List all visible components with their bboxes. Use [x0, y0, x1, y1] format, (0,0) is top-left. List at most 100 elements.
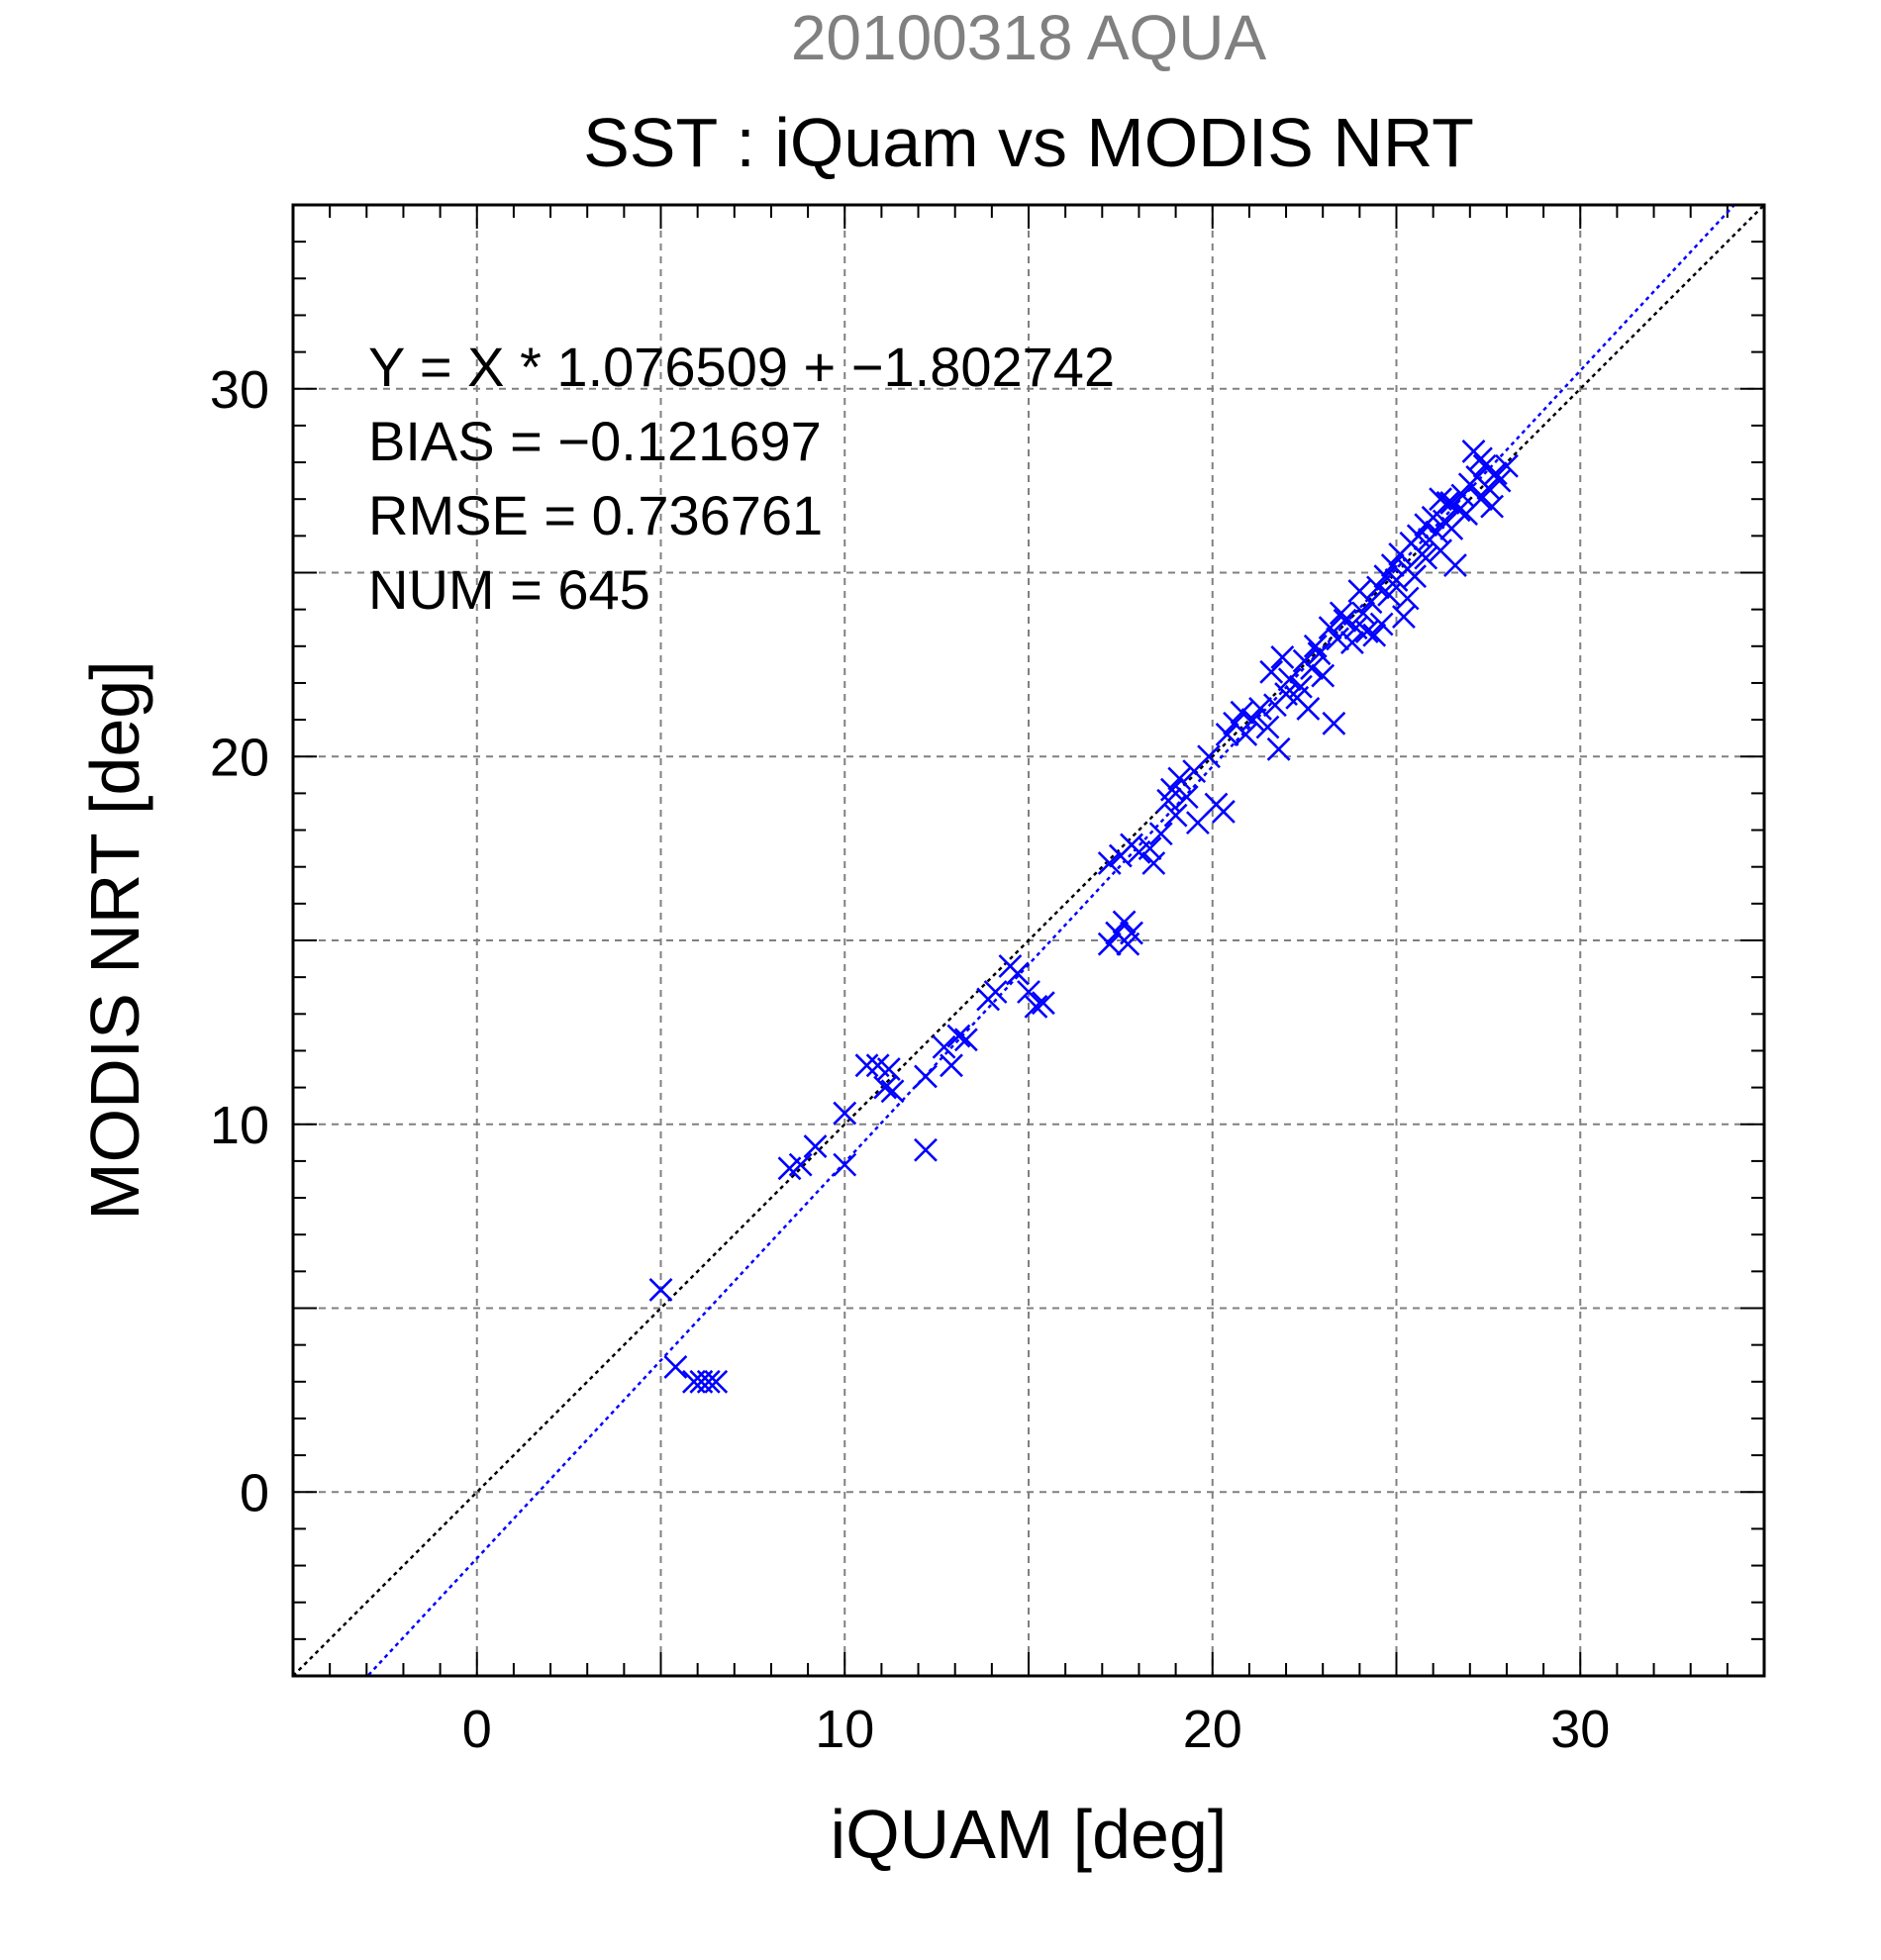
y-tick-label: 30 [210, 360, 269, 420]
data-point [1303, 634, 1328, 658]
y-tick-label: 0 [240, 1463, 269, 1522]
data-point [914, 1137, 938, 1162]
data-point [1097, 931, 1122, 956]
x-tick-label: 10 [815, 1700, 874, 1759]
data-point [1495, 453, 1519, 478]
grid-lines [293, 205, 1764, 1676]
data-point [1443, 553, 1467, 577]
data-point [1141, 851, 1166, 875]
data-point [914, 1064, 938, 1089]
data-point [1215, 723, 1239, 746]
data-point [1148, 822, 1173, 846]
data-point [1354, 620, 1379, 643]
data-point [1403, 564, 1427, 589]
data-point [1277, 667, 1302, 692]
data-point [1395, 586, 1420, 611]
data-point [1380, 553, 1405, 577]
data-point [1392, 605, 1416, 629]
x-tick-label: 30 [1550, 1700, 1610, 1759]
y-axis-label: MODIS NRT [deg] [76, 660, 153, 1220]
y-tick-label: 20 [210, 728, 269, 787]
data-point [932, 1034, 956, 1059]
chart-header: 20100318 AQUA [791, 2, 1267, 73]
data-point [1159, 777, 1184, 802]
data-point [1259, 659, 1284, 684]
data-point [663, 1355, 688, 1379]
data-point [1439, 490, 1464, 515]
data-point [704, 1369, 729, 1394]
data-point [1174, 785, 1199, 810]
data-point [1097, 851, 1122, 875]
tick-labels: 0 10 20 30 0 10 20 30 [210, 360, 1610, 1759]
data-point [696, 1369, 721, 1394]
data-point [1234, 723, 1258, 746]
data-point [1362, 623, 1387, 647]
y-tick-label: 10 [210, 1096, 269, 1155]
plot-frame [291, 203, 1766, 1678]
data-point [1425, 520, 1449, 544]
num-stat: NUM = 645 [368, 558, 650, 621]
data-point [1307, 641, 1332, 666]
data-point [1296, 697, 1321, 721]
data-point [1163, 803, 1188, 828]
data-point [1248, 697, 1272, 721]
regression-fit-line [365, 205, 1736, 1676]
data-point [876, 1057, 901, 1081]
data-point [953, 1028, 978, 1052]
data-point [1436, 490, 1460, 515]
data-point [1230, 700, 1254, 725]
data-point [803, 1134, 828, 1158]
data-point [1347, 579, 1372, 603]
data-point [983, 980, 1008, 1004]
chart-title: SST : iQuam vs MODIS NRT [583, 104, 1474, 181]
data-point [1270, 645, 1295, 669]
data-point [833, 1101, 857, 1126]
data-point [880, 1079, 905, 1104]
data-point [1369, 612, 1394, 637]
x-axis-label: iQUAM [deg] [831, 1796, 1228, 1873]
data-point [1322, 711, 1346, 735]
data-point [946, 1024, 971, 1048]
regression-equation: Y = X * 1.076509 + −1.802742 [368, 336, 1115, 398]
data-point [1197, 744, 1221, 769]
data-point [1340, 631, 1364, 655]
data-point [1450, 483, 1475, 508]
data-point [1167, 766, 1192, 791]
data-point [788, 1152, 813, 1177]
data-point [1329, 601, 1353, 626]
data-point [1414, 545, 1438, 570]
data-point [648, 1278, 673, 1302]
data-point [940, 1053, 963, 1078]
data-point [873, 1075, 898, 1100]
identity-line [293, 205, 1764, 1676]
data-point [833, 1152, 857, 1177]
bias-stat: BIAS = −0.121697 [368, 410, 822, 472]
data-point [1031, 991, 1055, 1016]
data-point [1266, 736, 1291, 761]
stats-box: Y = X * 1.076509 + −1.802742 BIAS = −0.1… [368, 336, 1115, 621]
data-point [1211, 800, 1236, 824]
data-point [1112, 910, 1137, 934]
data-point [1240, 708, 1265, 733]
x-tick-label: 20 [1183, 1700, 1242, 1759]
data-point [1185, 811, 1210, 835]
data-point [1377, 582, 1401, 607]
rmse-stat: RMSE = 0.736761 [368, 484, 823, 546]
data-point [1311, 663, 1336, 688]
data-point [1326, 627, 1349, 651]
data-point [1005, 961, 1030, 986]
data-point [854, 1053, 879, 1078]
reference-lines [293, 205, 1764, 1676]
x-tick-label: 0 [462, 1700, 492, 1759]
data-point [1476, 476, 1501, 500]
data-points [648, 439, 1519, 1394]
minor-ticks [293, 205, 1764, 1676]
data-point [1318, 616, 1342, 640]
data-point [1116, 931, 1140, 956]
data-point [1024, 994, 1048, 1019]
data-point [1300, 656, 1324, 681]
data-point [1138, 836, 1162, 861]
data-point [1288, 674, 1313, 699]
data-point [1469, 446, 1493, 471]
